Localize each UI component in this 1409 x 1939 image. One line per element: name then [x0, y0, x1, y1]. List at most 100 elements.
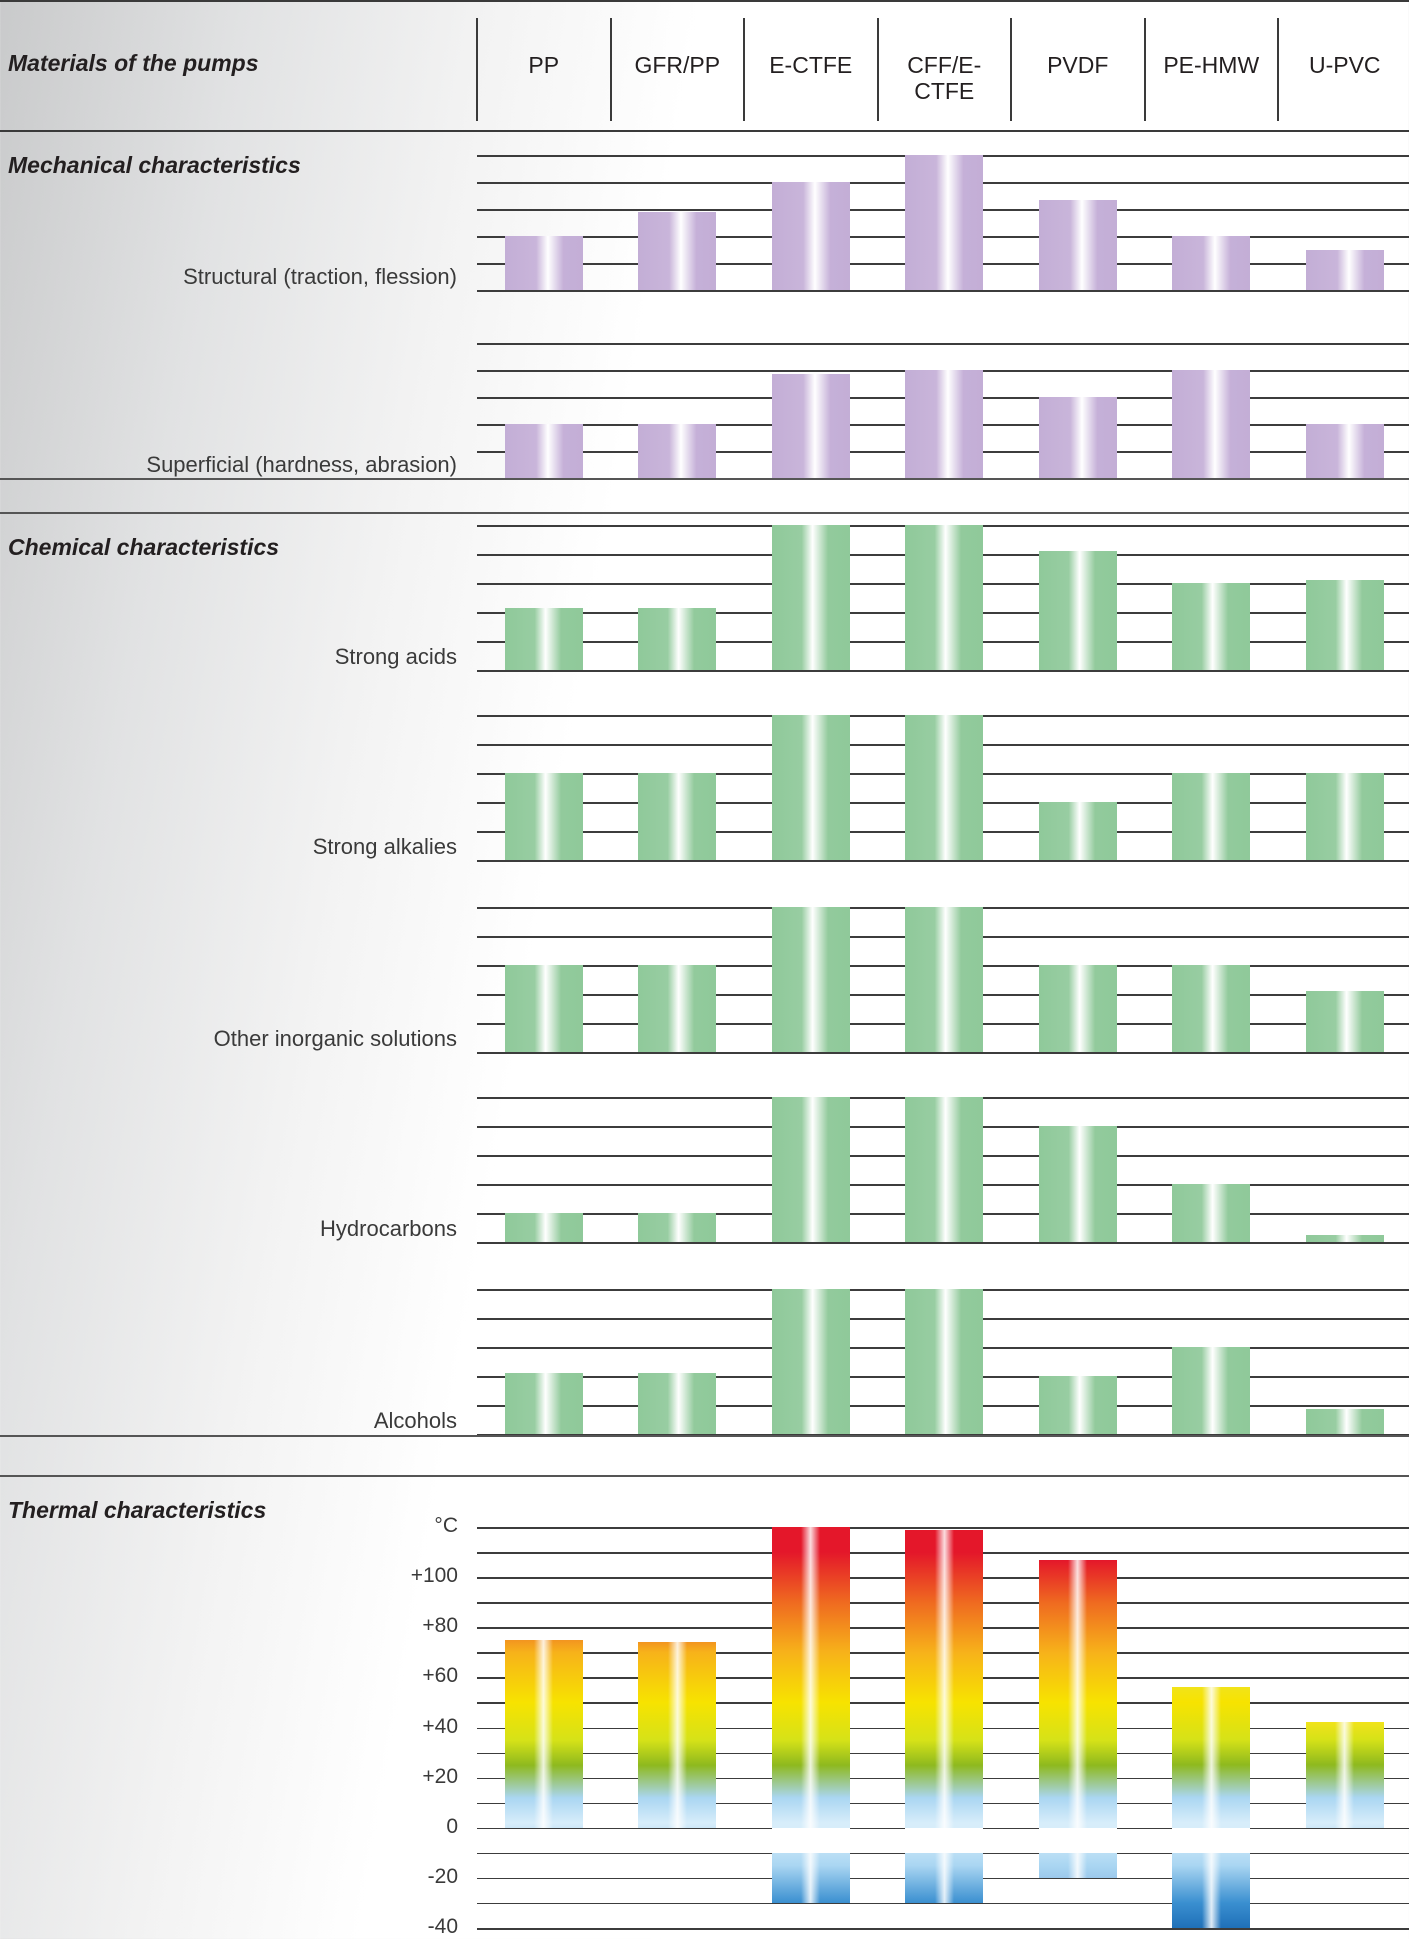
bar-mech-0-u-pvc [1305, 249, 1384, 290]
bar-chem-3-gfr-pp [638, 1213, 717, 1242]
temperature-tick-label: 0 [446, 1814, 458, 1838]
bar-mech-1-gfr-pp [638, 424, 717, 478]
column-header: CFF/E-CTFE [907, 52, 982, 104]
gridline [477, 343, 1409, 345]
bar-thermal-pe-hmw [1172, 1687, 1251, 1928]
column-separator [609, 18, 612, 121]
bar-chem-2-gfr-pp [638, 965, 717, 1052]
temperature-tick-label: +40 [422, 1714, 458, 1738]
row-label-chem-0: Strong acids [334, 644, 457, 669]
bar-mech-0-pp [504, 236, 583, 290]
section-title-chemical: Chemical characteristics [8, 534, 280, 560]
bar-chem-0-cff-e-ctfe [905, 525, 984, 670]
row-label-mech-0: Structural (traction, flession) [183, 264, 457, 289]
zero-gap [1038, 1827, 1117, 1853]
bar-chem-3-pe-hmw [1172, 1184, 1251, 1242]
zero-gap [1172, 1827, 1251, 1853]
bar-chem-2-u-pvc [1305, 991, 1384, 1052]
bar-chem-4-pp [504, 1373, 583, 1434]
temperature-tick-label: +20 [422, 1764, 458, 1788]
bar-chem-3-pvdf [1038, 1126, 1117, 1242]
bar-mech-0-pe-hmw [1172, 236, 1251, 290]
bar-chem-3-pp [504, 1213, 583, 1242]
bar-chem-1-cff-e-ctfe [905, 715, 984, 860]
section-divider [0, 1475, 1409, 1477]
bar-highlight [534, 1639, 554, 1828]
row-label-chem-1: Strong alkalies [312, 834, 457, 859]
bar-mech-0-e-ctfe [771, 182, 850, 290]
bar-chem-3-cff-e-ctfe [905, 1097, 984, 1242]
gridline [477, 290, 1409, 292]
bar-thermal-cff-e-ctfe [905, 1529, 984, 1903]
temperature-tick-label: -40 [427, 1915, 458, 1938]
bar-chem-2-e-ctfe [771, 907, 850, 1052]
row-label-mech-1: Superficial (hardness, abrasion) [146, 452, 457, 477]
row-label-chem-3: Hydrocarbons [320, 1216, 457, 1241]
zero-gap [905, 1827, 984, 1853]
bar-chem-1-pvdf [1038, 802, 1117, 860]
bar-chem-3-e-ctfe [771, 1097, 850, 1242]
temperature-tick-label: +100 [410, 1564, 458, 1588]
bar-chem-4-u-pvc [1305, 1409, 1384, 1434]
header-bottom-rule [0, 130, 1409, 132]
gridline [477, 1434, 1409, 1436]
bar-chem-2-pp [504, 965, 583, 1052]
bar-chem-0-u-pvc [1305, 580, 1384, 670]
bar-chem-2-cff-e-ctfe [905, 907, 984, 1052]
bar-chem-1-pp [504, 773, 583, 860]
zero-gap [771, 1827, 850, 1853]
gridline [477, 1242, 1409, 1244]
bar-thermal-pvdf [1038, 1559, 1117, 1878]
bar-chem-2-pe-hmw [1172, 965, 1251, 1052]
column-header: GFR/PP [634, 52, 721, 78]
gridline [477, 670, 1409, 672]
column-header: PE-HMW [1163, 52, 1260, 78]
gridline [477, 1052, 1409, 1054]
bar-mech-0-pvdf [1038, 199, 1117, 290]
temperature-tick-label: -20 [427, 1864, 458, 1888]
bar-thermal-e-ctfe [771, 1527, 850, 1903]
bar-mech-1-e-ctfe [771, 374, 850, 478]
temperature-tick-label: °C [434, 1514, 458, 1537]
materials-header-title: Materials of the pumps [8, 50, 259, 76]
bar-chem-4-pe-hmw [1172, 1347, 1251, 1434]
bar-highlight [1335, 1722, 1355, 1828]
bar-chem-4-e-ctfe [771, 1289, 850, 1434]
section-divider [0, 478, 1409, 480]
column-separator [476, 18, 478, 121]
bar-mech-0-cff-e-ctfe [905, 155, 984, 290]
gridline [477, 860, 1409, 862]
bar-thermal-gfr-pp [638, 1642, 717, 1828]
bar-chem-0-pe-hmw [1172, 583, 1251, 670]
bar-chem-2-pvdf [1038, 965, 1117, 1052]
section-title-mechanical: Mechanical characteristics [8, 152, 301, 178]
bar-highlight [1201, 1687, 1221, 1928]
bar-chem-1-pe-hmw [1172, 773, 1251, 860]
bar-highlight [667, 1642, 687, 1828]
column-header: PP [528, 52, 560, 78]
column-separator [1010, 18, 1012, 121]
gridline [477, 1527, 1409, 1529]
bar-highlight [934, 1529, 954, 1903]
row-label-chem-4: Alcohols [373, 1408, 457, 1433]
bar-thermal-pp [504, 1639, 583, 1828]
bar-chem-1-gfr-pp [638, 773, 717, 860]
bar-chem-0-gfr-pp [638, 607, 717, 670]
column-header: PVDF [1047, 52, 1109, 78]
gridline [477, 1928, 1409, 1930]
header-top-rule [0, 0, 1409, 2]
gridline [477, 1902, 1409, 1905]
bar-chem-1-e-ctfe [771, 715, 850, 860]
bar-chem-4-cff-e-ctfe [905, 1289, 984, 1434]
bar-mech-1-cff-e-ctfe [905, 370, 984, 478]
bar-mech-1-pe-hmw [1172, 370, 1251, 478]
bar-thermal-u-pvc [1305, 1722, 1384, 1828]
bar-chem-0-pp [504, 607, 583, 670]
bar-mech-1-u-pvc [1305, 424, 1384, 478]
bar-mech-0-gfr-pp [638, 211, 717, 290]
section-title-thermal: Thermal characteristics [8, 1497, 267, 1523]
bar-highlight [801, 1527, 821, 1903]
column-header: E-CTFE [769, 52, 853, 78]
row-label-chem-2: Other inorganic solutions [213, 1026, 457, 1051]
bar-chem-0-pvdf [1038, 551, 1117, 670]
